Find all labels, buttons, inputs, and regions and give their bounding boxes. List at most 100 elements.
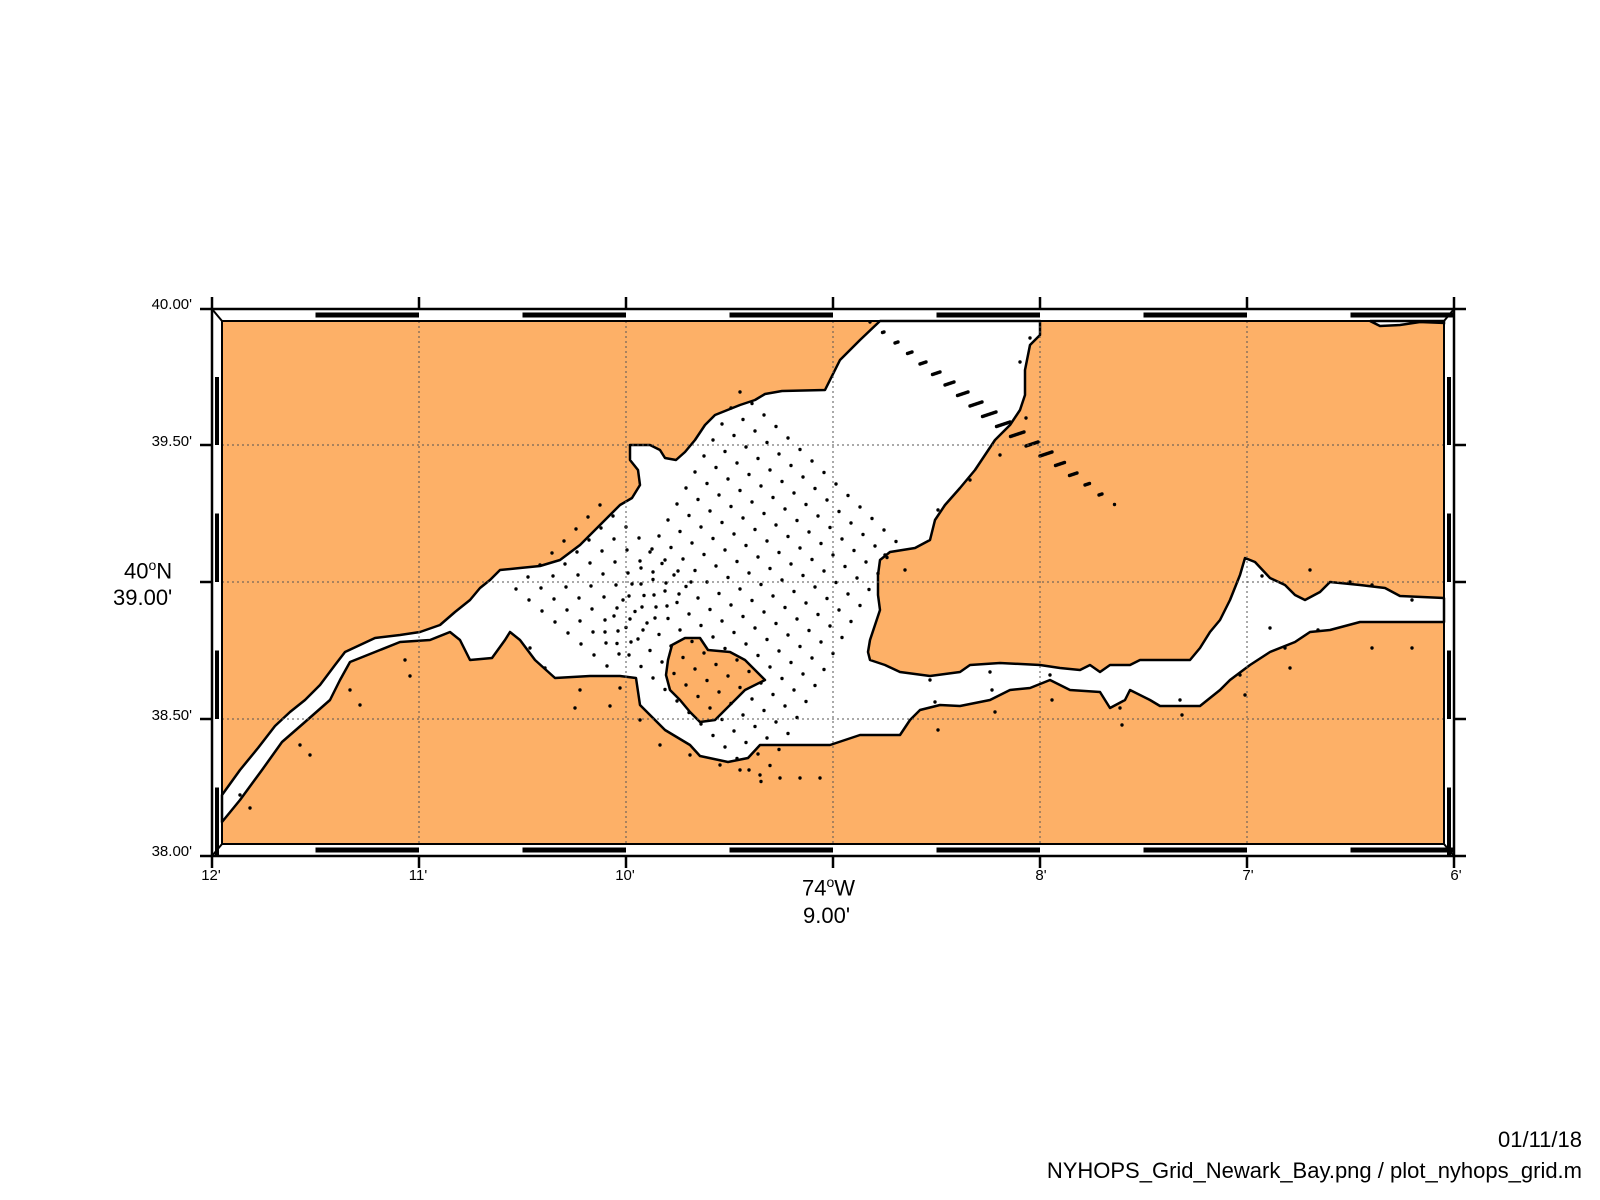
grid-point [756, 555, 760, 559]
lon-tick-label: 7' [1242, 867, 1254, 884]
grid-point [741, 614, 745, 619]
grid-point [576, 573, 580, 577]
grid-point [723, 646, 727, 651]
grid-point [810, 459, 814, 463]
grid-point [1075, 471, 1079, 475]
grid-point [822, 470, 826, 475]
grid-point [1008, 420, 1012, 424]
grid-point [801, 573, 805, 578]
map-gridlines [222, 321, 1444, 844]
grid-point [566, 631, 570, 635]
grid-point [618, 686, 622, 690]
grid-point [822, 569, 826, 573]
lat-tick-label: 40.00' [151, 296, 192, 313]
grid-point [758, 773, 762, 777]
grid-point [753, 724, 757, 729]
grid-point [744, 740, 748, 745]
grid-point [403, 658, 407, 662]
grid-point [819, 640, 823, 644]
grid-point [648, 648, 652, 653]
grid-point [849, 619, 853, 624]
grid-point [711, 536, 715, 541]
grid-point [639, 582, 643, 586]
grid-point [1050, 698, 1054, 702]
grid-point [813, 585, 817, 589]
grid-point [732, 729, 736, 733]
grid-point [696, 694, 700, 699]
grid-point [795, 518, 799, 523]
grid-point [777, 550, 781, 555]
grid-point [573, 706, 577, 710]
grid-point [613, 560, 617, 564]
grid-point [702, 651, 706, 655]
grid-point [600, 549, 604, 553]
grid-point [664, 581, 668, 585]
grid-point [801, 475, 805, 479]
grid-point [729, 603, 733, 607]
grid-point [1018, 360, 1022, 364]
grid-point [1062, 460, 1067, 465]
grid-point [876, 571, 880, 576]
grid-point [592, 653, 596, 657]
grid-point [660, 660, 664, 664]
grid-point [936, 728, 940, 732]
grid-point [882, 330, 886, 334]
grid-point [615, 641, 619, 646]
grid-point [966, 390, 970, 394]
grid-point [603, 618, 607, 622]
grid-point [681, 655, 685, 660]
grid-point [1100, 492, 1104, 496]
grid-point [639, 664, 643, 669]
grid-point [675, 600, 679, 605]
grid-point [687, 612, 691, 616]
grid-point [687, 710, 691, 715]
grid-point [642, 593, 646, 598]
grid-point [684, 683, 688, 687]
grid-point [574, 527, 578, 531]
grid-point [591, 630, 595, 634]
grid-point [660, 561, 664, 566]
grid-point [738, 768, 742, 772]
grid-point [849, 521, 853, 525]
grid-point [1112, 502, 1117, 507]
grid-point [1180, 713, 1184, 717]
plot-filename: NYHOPS_Grid_Newark_Bay.png / plot_nyhops… [1046, 1158, 1582, 1183]
grid-point [798, 546, 802, 550]
grid-point [645, 621, 649, 625]
grid-point [638, 559, 642, 563]
grid-point [801, 672, 805, 676]
grid-point [861, 532, 865, 537]
grid-point [759, 779, 763, 784]
grid-point [677, 592, 681, 596]
grid-point [738, 488, 742, 493]
grid-point [998, 453, 1002, 457]
grid-point [637, 536, 641, 540]
grid-point [753, 626, 757, 630]
grid-point [786, 731, 790, 736]
grid-point [578, 688, 582, 692]
grid-point [762, 511, 766, 516]
grid-point [744, 642, 748, 646]
grid-point [756, 653, 760, 658]
grid-point [774, 424, 778, 429]
grid-point [1348, 580, 1352, 584]
plot-date: 01/11/18 [1497, 1127, 1582, 1152]
grid-point [657, 632, 661, 637]
grid-point [750, 598, 754, 603]
grid-point [669, 644, 673, 648]
grid-point [735, 756, 739, 761]
grid-point [795, 715, 799, 720]
grid-point [1308, 568, 1312, 572]
grid-point [630, 582, 634, 586]
grid-point [759, 582, 763, 587]
grid-point [526, 575, 530, 579]
grid-point [804, 601, 808, 605]
grid-point [726, 674, 730, 678]
grid-point [858, 505, 862, 509]
grid-point [699, 525, 703, 529]
grid-point [669, 545, 673, 550]
grid-point [780, 479, 784, 484]
grid-point [747, 571, 751, 575]
grid-point [563, 562, 567, 566]
